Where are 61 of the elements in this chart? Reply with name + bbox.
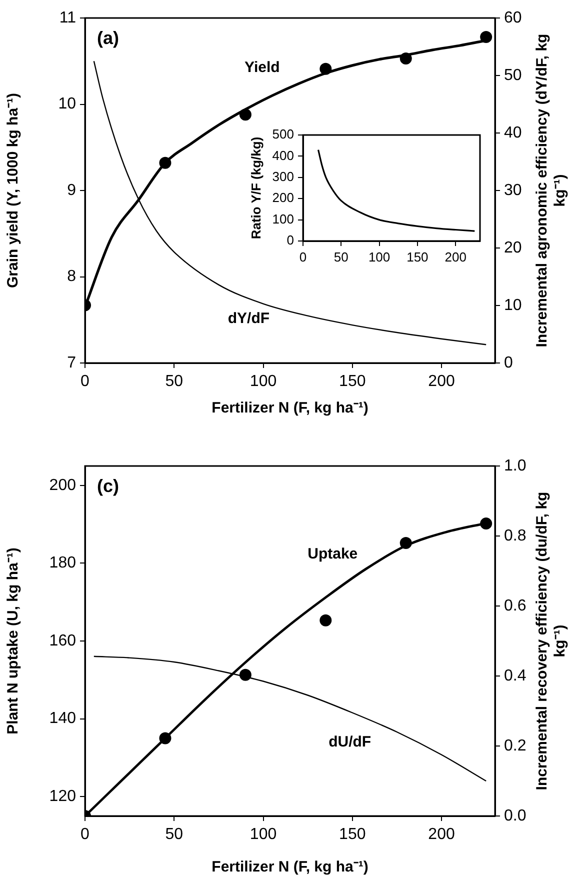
x-tick-label: 150 bbox=[339, 373, 366, 390]
y-tick-label: 500 bbox=[272, 126, 294, 142]
series-label: Yield bbox=[244, 58, 280, 76]
y-tick-label: 300 bbox=[272, 168, 294, 184]
y-axis-title: Plant N uptake (U, kg ha⁻¹) bbox=[4, 548, 22, 734]
y-tick-label: 140 bbox=[49, 710, 76, 728]
x-tick-label: 150 bbox=[339, 826, 366, 844]
y-axis-title: Grain yield (Y, 1000 kg ha⁻¹) bbox=[4, 92, 22, 288]
annotation: (a) bbox=[97, 28, 120, 48]
y-tick-label: 180 bbox=[49, 554, 76, 572]
y-tick-label: 8 bbox=[67, 268, 76, 286]
y2-tick-label: 20 bbox=[504, 239, 522, 256]
y2-tick-label: 0.2 bbox=[504, 737, 526, 754]
y2-tick-label: 30 bbox=[504, 182, 522, 199]
y2-tick-label: 0 bbox=[504, 354, 513, 372]
x-tick-label: 0 bbox=[80, 373, 90, 390]
y2-tick-label: 0.6 bbox=[504, 597, 526, 614]
x-axis-title: Fertilizer N (F, kg ha⁻¹) bbox=[212, 858, 368, 876]
y-tick-label: 120 bbox=[49, 788, 76, 805]
y2-tick-label: 1.0 bbox=[504, 457, 526, 474]
y-tick-label: 11 bbox=[59, 9, 76, 26]
x-tick-label: 200 bbox=[428, 373, 455, 390]
x-tick-label: 100 bbox=[250, 826, 277, 844]
x-tick-label: 50 bbox=[165, 373, 184, 390]
point bbox=[239, 668, 252, 681]
series-label: dU/dF bbox=[328, 733, 372, 750]
x-tick-label: 150 bbox=[406, 249, 428, 264]
x-tick-label: 100 bbox=[250, 373, 277, 390]
y-tick-label: 0 bbox=[286, 232, 294, 248]
y2-tick-label: 0.4 bbox=[504, 667, 526, 684]
x-tick-label: 200 bbox=[444, 249, 466, 264]
y-tick-label: 200 bbox=[272, 190, 294, 206]
x-axis-title: Fertilizer N (F, kg ha⁻¹) bbox=[212, 400, 368, 417]
y-tick-label: 9 bbox=[67, 182, 76, 199]
y-tick-label: 200 bbox=[49, 476, 76, 494]
y2-tick-label: 40 bbox=[504, 124, 522, 142]
y-axis-title: Ratio Y/F (kg/kg) bbox=[248, 136, 264, 240]
x-tick-label: 50 bbox=[165, 826, 184, 844]
x-tick-label: 0 bbox=[80, 826, 90, 844]
y2-tick-label: 50 bbox=[504, 66, 522, 84]
x-tick-label: 200 bbox=[428, 826, 455, 844]
annotation: (c) bbox=[97, 476, 120, 496]
y-tick-label: 7 bbox=[67, 354, 76, 372]
point bbox=[480, 30, 492, 43]
y2-tick-label: 0.8 bbox=[504, 527, 526, 544]
point bbox=[320, 614, 332, 626]
y2-tick-label: 10 bbox=[504, 296, 522, 314]
x-tick-label: 0 bbox=[299, 249, 307, 264]
y2-axis-title: Incremental agronomic efficiency (dY/dF, kg kg⁻¹) bbox=[534, 34, 569, 348]
y-tick-label: 100 bbox=[272, 211, 294, 226]
y-tick-label: 10 bbox=[58, 96, 76, 113]
x-tick-label: 100 bbox=[368, 249, 390, 264]
y2-axis-title: Incremental recovery efficiency (du/dF, kg kg⁻¹) bbox=[534, 492, 569, 790]
x-tick-label: 50 bbox=[334, 249, 348, 264]
y-tick-label: 400 bbox=[272, 148, 294, 163]
y2-tick-label: 0.0 bbox=[504, 807, 526, 824]
line-series bbox=[317, 149, 476, 232]
y-tick-label: 160 bbox=[49, 632, 76, 650]
y2-tick-label: 60 bbox=[504, 9, 522, 26]
series-label: dY/dF bbox=[228, 310, 270, 327]
series-label: Uptake bbox=[308, 546, 358, 563]
